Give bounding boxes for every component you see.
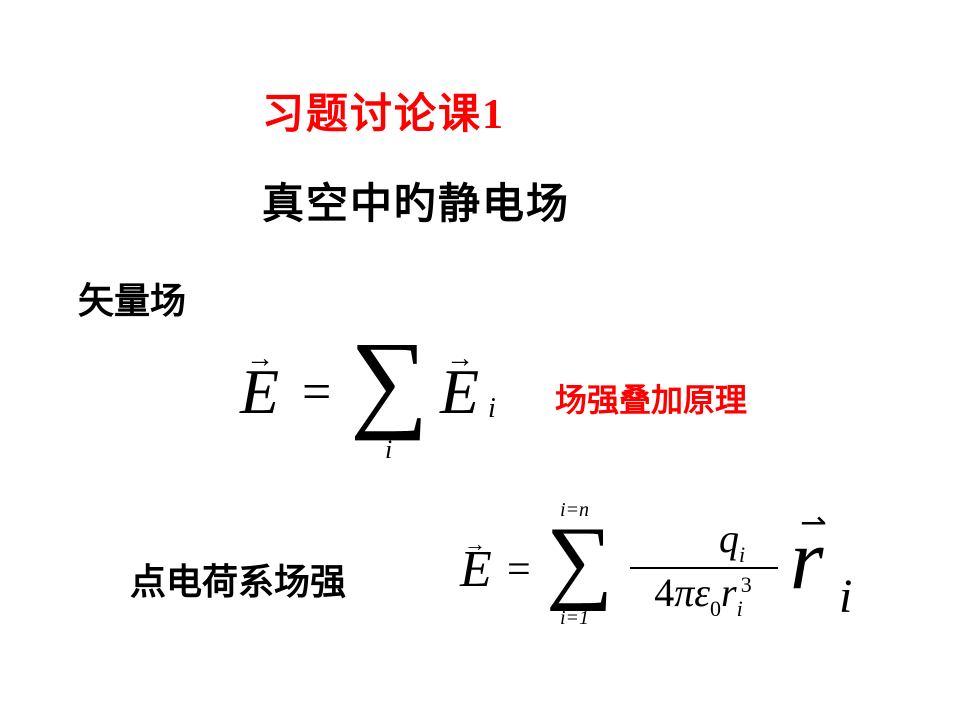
symbol-r-vector: r: [790, 509, 823, 609]
lesson-subtitle: 真空中旳静电场: [262, 170, 570, 231]
fraction-bar: [630, 567, 778, 569]
symbol-r-sup: 3: [741, 572, 752, 597]
symbol-q-sub: i: [739, 542, 745, 567]
symbol-E-rhs-sub: i: [488, 393, 496, 425]
superposition-principle-label: 场强叠加原理: [555, 375, 747, 421]
symbol-r-sub: i: [737, 596, 743, 621]
lesson-title: 习题讨论课1: [262, 80, 505, 141]
slide: 习题讨论课1 真空中旳静电场 矢量场 → E = ∑ i → E i 场强叠加原…: [0, 0, 960, 720]
symbol-r: r: [721, 570, 737, 615]
vector-field-label: 矢量场: [78, 272, 186, 324]
equals-sign: =: [302, 363, 331, 422]
sigma-symbol: ∑: [350, 325, 428, 435]
fraction: qi 4πε0ri3: [630, 519, 778, 623]
equals-sign: =: [507, 546, 531, 594]
sigma-subscript: i: [385, 435, 392, 465]
numerator: qi: [713, 516, 751, 563]
symbol-E: E: [460, 540, 492, 599]
sigma-lower-limit: i=1: [560, 607, 589, 630]
symbol-q: q: [719, 516, 739, 561]
symbol-r-vector-sub: i: [839, 569, 852, 624]
point-charge-system-label: 点电荷系场强: [130, 553, 346, 605]
symbol-E-lhs: E: [240, 355, 279, 429]
symbol-pi: π: [674, 570, 694, 615]
denominator: 4πε0ri3: [654, 570, 754, 615]
symbol-E-rhs: E: [440, 355, 479, 429]
const-4: 4: [654, 570, 674, 615]
sigma-symbol: ∑: [546, 513, 613, 607]
symbol-epsilon-sub: 0: [710, 596, 721, 621]
symbol-epsilon: ε: [694, 570, 710, 615]
